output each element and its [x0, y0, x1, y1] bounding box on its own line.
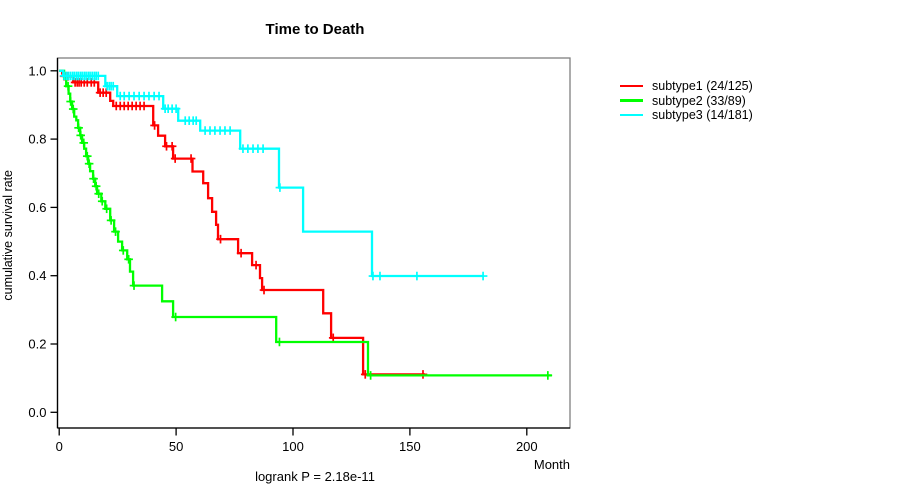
legend: subtype1 (24/125) subtype2 (33/89) subty…	[620, 79, 753, 122]
y-tick-label: 0.0	[28, 405, 46, 420]
survival-curve-subtype2	[59, 69, 552, 377]
x-tick-label: 50	[169, 439, 183, 454]
survival-curve-subtype1	[59, 69, 426, 376]
legend-label-subtype2: subtype2 (33/89)	[652, 93, 746, 108]
plot-border	[56, 57, 571, 429]
logrank-annotation: logrank P = 2.18e-11	[255, 469, 375, 484]
y-tick-label: 0.8	[28, 132, 46, 147]
y-tick-label: 0.2	[28, 337, 46, 352]
legend-row-subtype2: subtype2 (33/89)	[620, 93, 753, 108]
x-tick-label: 0	[56, 439, 63, 454]
plot-title: Time to Death	[265, 21, 365, 38]
x-tick-label: 200	[516, 439, 538, 454]
legend-line-swatch-subtype2	[620, 99, 643, 102]
censor-marks-subtype3	[59, 71, 488, 281]
legend-line-swatch-subtype3	[620, 113, 643, 117]
legend-row-subtype3: subtype3 (14/181)	[620, 108, 753, 122]
x-tick-label: 150	[399, 439, 421, 454]
y-tick-label: 0.4	[28, 268, 46, 283]
y-tick-label: 0.6	[28, 200, 46, 215]
legend-label-subtype3: subtype3 (14/181)	[652, 107, 753, 122]
x-tick-label: 100	[282, 439, 304, 454]
censor-marks-subtype2	[63, 81, 553, 380]
legend-line-swatch-subtype1	[620, 85, 643, 88]
y-tick-label: 1.0	[28, 63, 46, 78]
legend-label-subtype1: subtype1 (24/125)	[652, 79, 753, 94]
censor-marks-subtype1	[59, 71, 428, 379]
x-axis-label: Month	[533, 457, 570, 472]
legend-row-subtype1: subtype1 (24/125)	[620, 79, 753, 93]
